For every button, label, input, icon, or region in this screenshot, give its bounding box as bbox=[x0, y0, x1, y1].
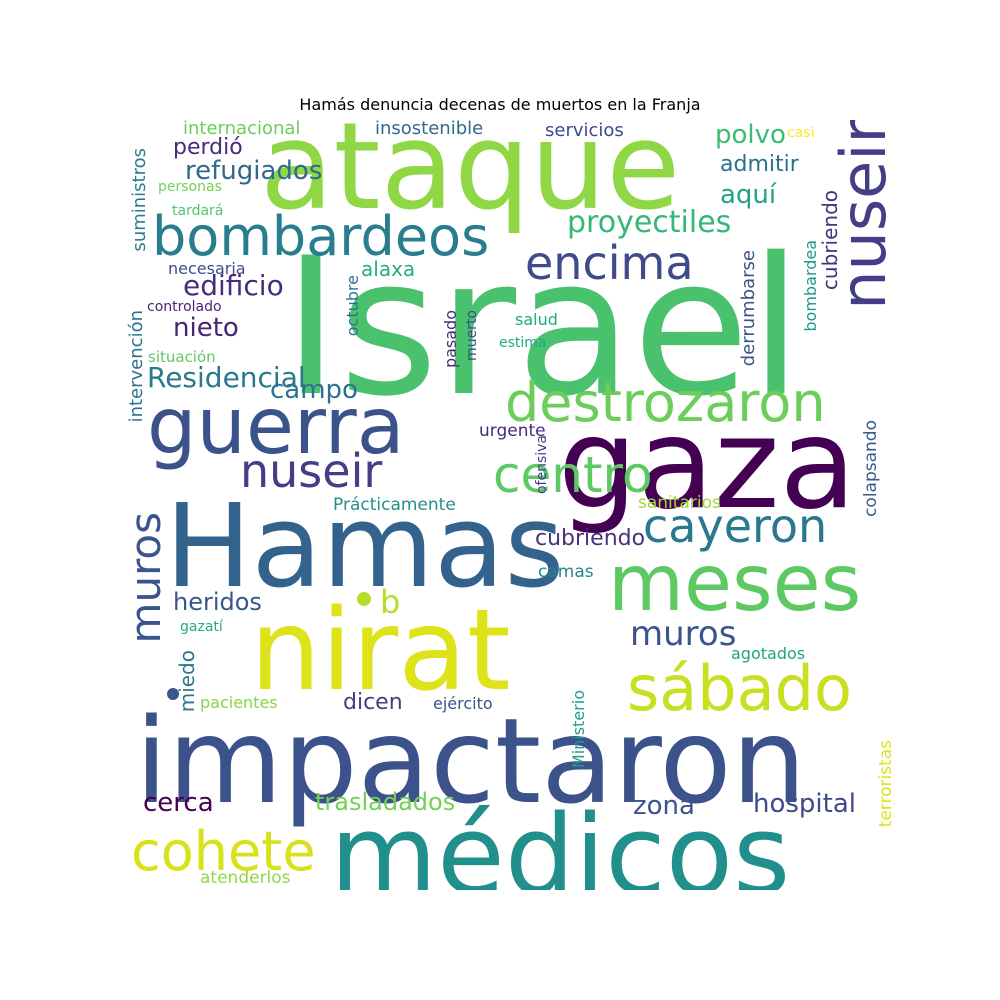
word-humo: cubriendo bbox=[535, 526, 646, 551]
word-colapsando: colapsando bbox=[861, 420, 881, 517]
word-hospital: cerca bbox=[143, 788, 214, 818]
word-perdio: nieto bbox=[173, 313, 239, 343]
word-capacidad: alaxa bbox=[361, 257, 416, 281]
word-cayeron: nuseir bbox=[240, 444, 383, 498]
word-salud: salud bbox=[515, 310, 558, 329]
word-cubriendo: cubriendo bbox=[818, 190, 842, 291]
word-trasladados: campo bbox=[270, 375, 358, 405]
word-impactaron: impactaron bbox=[135, 692, 807, 830]
word-insostenible: insostenible bbox=[375, 120, 484, 139]
word-edificio: b bbox=[380, 583, 401, 621]
word-muerto: muerto bbox=[464, 310, 480, 361]
word-casi: casi bbox=[787, 125, 815, 141]
dot-mark-1 bbox=[357, 592, 371, 606]
word-refugiados: heridos bbox=[173, 588, 262, 616]
word-bombardea: bombardea bbox=[801, 240, 820, 332]
word-meses: meses bbox=[608, 539, 862, 629]
word-camas: camas bbox=[538, 562, 594, 582]
word-aqui: polvo bbox=[715, 120, 786, 150]
word-pasado: pasado bbox=[441, 310, 460, 369]
word-situacion: situación bbox=[148, 348, 216, 366]
word-estima: estima bbox=[499, 335, 547, 351]
chart-title: Hamás denuncia decenas de muertos en la … bbox=[299, 95, 701, 114]
word-practicamente: Prácticamente bbox=[333, 495, 456, 515]
word-controlado: controlado bbox=[147, 299, 222, 315]
word-urgente: urgente bbox=[479, 421, 546, 441]
word-sabado: sábado bbox=[627, 652, 852, 725]
word-residencial: proyectiles bbox=[567, 205, 732, 240]
word-senora: dicen bbox=[343, 690, 403, 715]
word-suministros: suministros bbox=[129, 148, 150, 252]
word-dicen: aquí bbox=[720, 180, 777, 210]
word-campo: edificio bbox=[183, 269, 284, 302]
word-intervencion: intervención bbox=[126, 310, 147, 423]
word-encima: encima bbox=[525, 236, 694, 290]
word-ministerio: Ministerio bbox=[569, 690, 588, 769]
word-alaxa: admitir bbox=[720, 152, 799, 177]
word-ejercito: ejército bbox=[433, 694, 493, 713]
word-gazati: gazatí bbox=[180, 619, 223, 635]
word-miedo: miedo bbox=[175, 650, 199, 713]
word-atenderlos: atenderlos bbox=[200, 868, 291, 888]
word-muros: muros bbox=[125, 512, 170, 644]
word-servicios: servicios bbox=[545, 120, 624, 141]
word-hamas: Hamas bbox=[165, 480, 565, 614]
word-polvo: refugiados bbox=[185, 156, 323, 186]
word-bombardeos: bombardeos bbox=[152, 205, 490, 268]
word-proyectiles: muros bbox=[630, 614, 737, 654]
word-admitir: perdió bbox=[173, 135, 243, 160]
word-cerca: Residencial bbox=[147, 361, 306, 394]
dot-mark-2 bbox=[167, 688, 179, 700]
word-zona: trasladados bbox=[315, 788, 456, 816]
word-sanitarios: sanitarios bbox=[638, 493, 721, 513]
word-destrozaron: destrozaron bbox=[505, 371, 826, 434]
word-terroristas: terroristas bbox=[876, 740, 896, 828]
word-centro: cayeron bbox=[643, 499, 828, 553]
word-b: centro bbox=[493, 446, 653, 504]
word-gaza: gaza bbox=[558, 392, 857, 537]
word-cohete: cohete bbox=[131, 820, 316, 883]
word-personas: personas bbox=[158, 179, 222, 195]
word-ataque: ataque bbox=[260, 120, 681, 237]
word-pacientes: pacientes bbox=[200, 693, 278, 712]
word-israel: Israel bbox=[283, 217, 803, 438]
word-tardara: tardará bbox=[172, 203, 224, 219]
word-agotados: agotados bbox=[731, 644, 806, 663]
word-nieto: zona bbox=[633, 791, 695, 821]
word-heridos: hospital bbox=[753, 789, 857, 819]
word-cloud: Israel ataque gaza Hamas nirat impactaro… bbox=[125, 120, 910, 890]
word-ofensiva: ofensiva bbox=[534, 435, 550, 495]
word-derrumbarse: derrumbarse bbox=[738, 250, 759, 367]
word-guerra: guerra bbox=[147, 382, 405, 472]
word-octubre: octubre bbox=[343, 275, 362, 337]
word-medicos: médicos bbox=[330, 791, 791, 890]
word-internacional: internacional bbox=[183, 120, 301, 139]
word-nirat: nirat bbox=[250, 586, 511, 716]
word-necesaria: necesaria bbox=[168, 259, 246, 278]
